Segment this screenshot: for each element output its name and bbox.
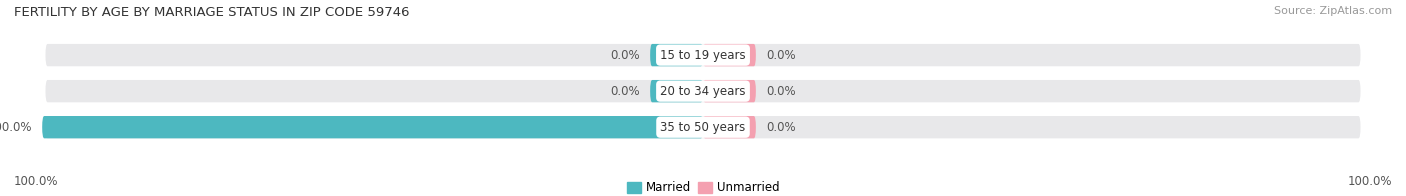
FancyBboxPatch shape — [703, 80, 756, 102]
FancyBboxPatch shape — [703, 44, 756, 66]
Text: 0.0%: 0.0% — [610, 85, 640, 98]
FancyBboxPatch shape — [45, 80, 1361, 102]
Text: 0.0%: 0.0% — [610, 49, 640, 62]
Text: 0.0%: 0.0% — [766, 85, 796, 98]
Text: FERTILITY BY AGE BY MARRIAGE STATUS IN ZIP CODE 59746: FERTILITY BY AGE BY MARRIAGE STATUS IN Z… — [14, 6, 409, 19]
Text: 35 to 50 years: 35 to 50 years — [661, 121, 745, 134]
FancyBboxPatch shape — [45, 116, 1361, 138]
Text: Source: ZipAtlas.com: Source: ZipAtlas.com — [1274, 6, 1392, 16]
FancyBboxPatch shape — [703, 116, 756, 138]
FancyBboxPatch shape — [650, 44, 703, 66]
FancyBboxPatch shape — [45, 44, 1361, 66]
Text: 100.0%: 100.0% — [0, 121, 32, 134]
Text: 20 to 34 years: 20 to 34 years — [661, 85, 745, 98]
Text: 100.0%: 100.0% — [1347, 175, 1392, 188]
Legend: Married, Unmarried: Married, Unmarried — [621, 177, 785, 196]
FancyBboxPatch shape — [42, 116, 703, 138]
Text: 0.0%: 0.0% — [766, 49, 796, 62]
Text: 0.0%: 0.0% — [766, 121, 796, 134]
Text: 15 to 19 years: 15 to 19 years — [661, 49, 745, 62]
Text: 100.0%: 100.0% — [14, 175, 59, 188]
FancyBboxPatch shape — [650, 80, 703, 102]
